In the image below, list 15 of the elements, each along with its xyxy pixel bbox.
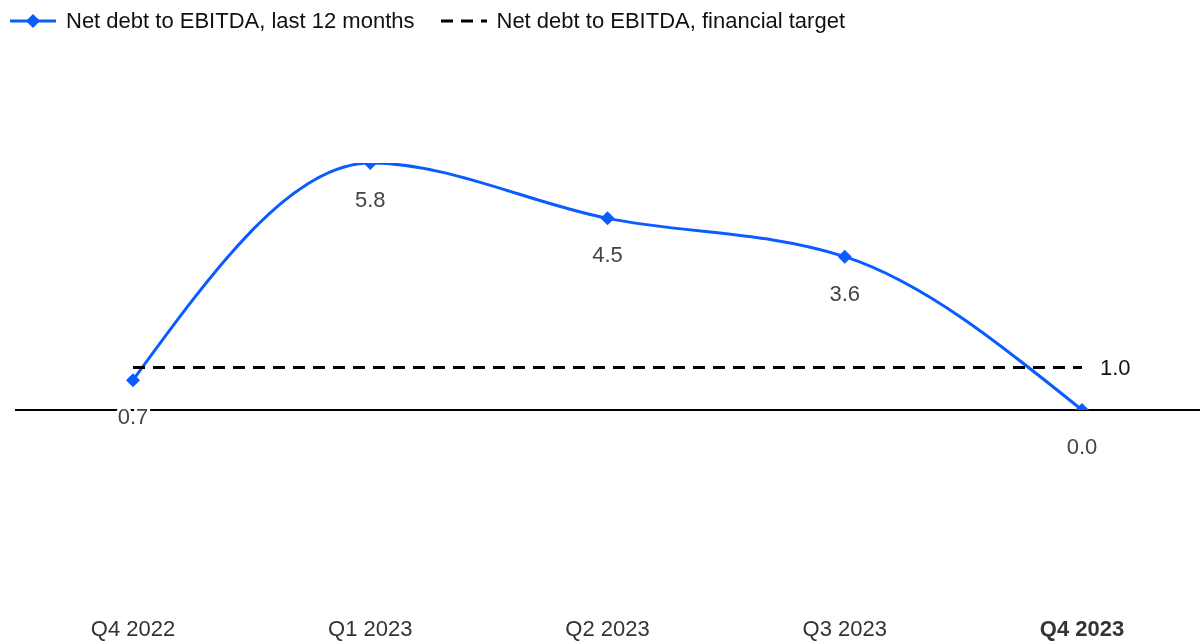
data-label: 1.0 (1100, 355, 1131, 381)
data-label: 3.6 (829, 280, 861, 306)
x-tick-label: Q2 2023 (565, 616, 650, 641)
point (837, 249, 852, 264)
x-tick-label: Q4 2023 (1039, 616, 1125, 641)
x-tick-label: Q1 2023 (328, 616, 413, 641)
data-label: 0.0 (1066, 434, 1098, 459)
legend-label: Net debt to EBITDA, last 12 months (66, 8, 415, 34)
x-tick-label: Q3 2023 (802, 616, 887, 641)
data-label: 4.5 (592, 242, 623, 268)
point (600, 211, 615, 226)
data-label: 5.8 (354, 187, 386, 212)
legend-label: Net debt to EBITDA, financial target (496, 8, 846, 34)
x-tick-label: Q4 2022 (90, 616, 176, 641)
data-label: 0.7 (117, 404, 149, 430)
